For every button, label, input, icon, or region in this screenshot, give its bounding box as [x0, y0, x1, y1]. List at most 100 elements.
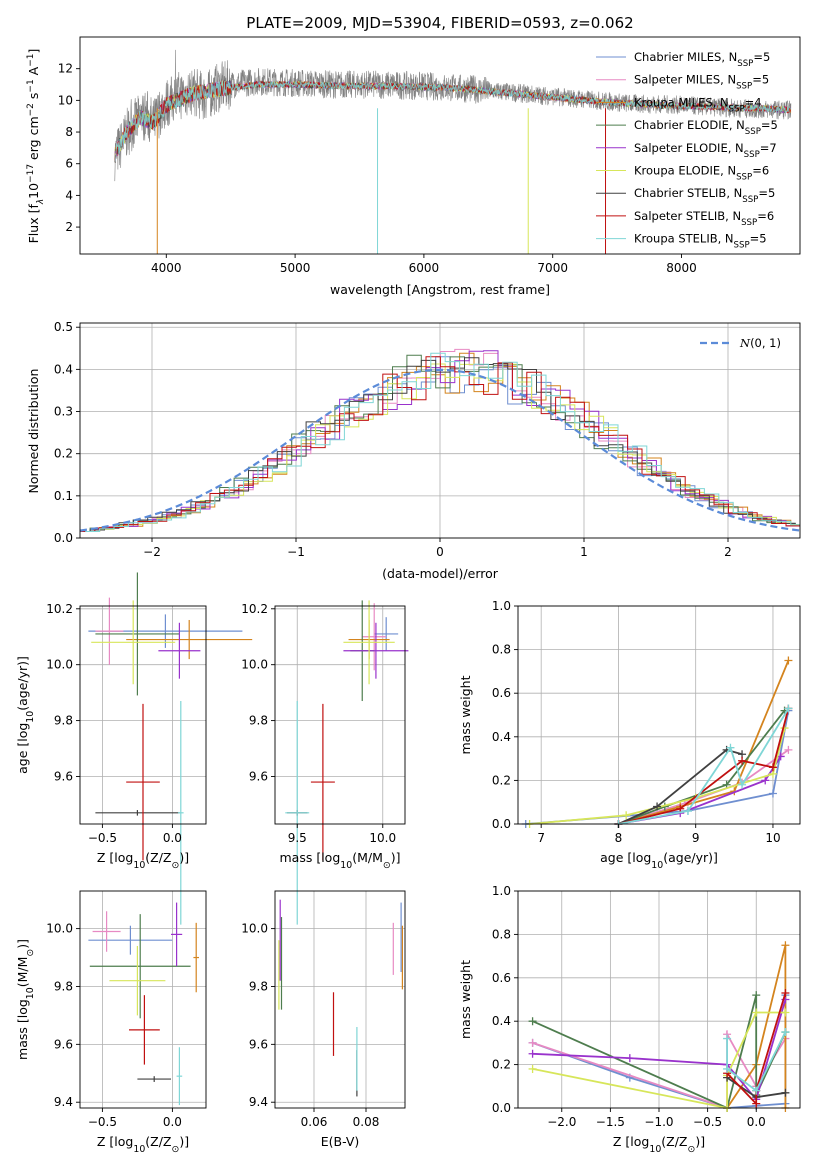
age-weight-marker — [784, 745, 793, 754]
legend-entry: Kroupa MILES, NSSP=4 — [634, 95, 762, 114]
z-weight-line — [726, 992, 787, 1106]
z-mass-xtick-label: −0.5 — [88, 1115, 117, 1129]
age-weight-line — [618, 708, 790, 825]
age-weight-marker — [768, 763, 777, 772]
mass-age-xlabel: mass [log10(M/M⊙)] — [280, 850, 401, 871]
spectrum-ytick-label: 6 — [65, 157, 73, 171]
mass-age-ytick-label: 10.0 — [241, 658, 268, 672]
residual-ytick-label: 0.5 — [54, 320, 73, 334]
z-age-xtick-label: −0.5 — [88, 831, 117, 845]
legend-entry: Kroupa ELODIE, NSSP=6 — [634, 164, 769, 183]
legend-entry: Salpeter MILES, NSSP=5 — [634, 73, 769, 92]
normal-curve — [79, 368, 801, 532]
z-weight-xtick-label: −0.5 — [693, 1115, 722, 1129]
spectrum-xtick-label: 6000 — [409, 261, 440, 275]
spectrum-xtick-label: 7000 — [537, 261, 568, 275]
z-weight-marker — [781, 988, 790, 997]
age-weight-marker — [676, 804, 685, 813]
age-weight-marker — [738, 756, 747, 765]
z-mass-ytick-label: 10.0 — [46, 922, 73, 936]
age-weight-xtick-label: 8 — [615, 831, 623, 845]
z-weight-marker — [528, 1017, 537, 1026]
z-age-xlabel: Z [log10(Z/Z⊙)] — [97, 850, 189, 871]
residual-xlabel: (data-model)/error — [382, 566, 499, 581]
legend-entry: Chabrier ELODIE, NSSP=5 — [634, 118, 778, 137]
ebv-mass-ytick-label: 10.0 — [241, 922, 268, 936]
mass-age-ytick-label: 10.2 — [241, 602, 268, 616]
ebv-mass-xtick-label: 0.08 — [353, 1115, 380, 1129]
age-weight-line — [618, 748, 743, 825]
axes-frame — [79, 36, 801, 255]
age-weight-ytick-label: 0.2 — [492, 773, 511, 787]
axes-frame — [79, 605, 207, 825]
z-weight-marker — [752, 991, 761, 1000]
z-weight-marker — [723, 1034, 732, 1043]
spectrum-xlabel: wavelength [Angstrom, rest frame] — [330, 282, 550, 297]
z-mass-ytick-label: 9.4 — [54, 1095, 73, 1109]
spectrum-xtick-label: 5000 — [280, 261, 311, 275]
age-weight-ytick-label: 0.0 — [492, 817, 511, 831]
z-weight-line — [726, 945, 787, 1109]
z-mass-ytick-label: 9.8 — [54, 979, 73, 993]
legend-entry: Kroupa STELIB, NSSP=5 — [634, 232, 767, 251]
z-weight-marker — [752, 1086, 761, 1095]
z-weight-marker — [752, 1099, 761, 1108]
age-weight-ytick-label: 0.8 — [492, 643, 511, 657]
legend-entry: Salpeter ELODIE, NSSP=7 — [634, 141, 777, 160]
z-weight-marker — [781, 1028, 790, 1037]
z-weight-ytick-label: 1.0 — [492, 884, 511, 898]
z-weight-ytick-label: 0.2 — [492, 1058, 511, 1072]
z-weight-line — [726, 1031, 787, 1092]
age-weight-marker — [784, 656, 793, 665]
z-mass-xtick-label: 0.0 — [163, 1115, 182, 1129]
z-weight-ytick-label: 0.4 — [492, 1014, 511, 1028]
z-age-ytick-label: 9.8 — [54, 714, 73, 728]
z-weight-xtick-label: −1.0 — [644, 1115, 673, 1129]
z-weight-xlabel: Z [log10(Z/Z⊙)] — [613, 1134, 705, 1155]
axes-frame — [274, 605, 406, 825]
residual-histogram — [80, 354, 796, 532]
mass-age-xtick-label: 9.5 — [288, 831, 307, 845]
z-mass-xlabel: Z [log10(Z/Z⊙)] — [97, 1134, 189, 1155]
spectrum-ytick-label: 4 — [65, 188, 73, 202]
age-weight-marker — [784, 704, 793, 713]
residual-histogram — [80, 357, 796, 532]
z-weight-ytick-label: 0.0 — [492, 1101, 511, 1115]
spectrum-ytick-label: 10 — [58, 93, 73, 107]
z-mass-ylabel: mass [log10(M/M⊙)] — [15, 939, 36, 1060]
mass-age-xtick-label: 10.0 — [369, 831, 396, 845]
age-weight-line — [618, 708, 790, 825]
age-weight-xtick-label: 9 — [692, 831, 700, 845]
residual-histogram — [85, 363, 800, 532]
age-weight-marker — [683, 806, 692, 815]
residual-legend-label: N(0, 1) — [739, 336, 781, 350]
spectrum-ytick-label: 2 — [65, 220, 73, 234]
figure-title: PLATE=2009, MJD=53904, FIBERID=0593, z=0… — [246, 14, 633, 32]
residual-ytick-label: 0.3 — [54, 405, 73, 419]
z-age-xtick-label: 0.0 — [163, 831, 182, 845]
age-weight-ytick-label: 0.6 — [492, 686, 511, 700]
legend-entry: Chabrier MILES, NSSP=5 — [634, 50, 770, 69]
residual-histogram — [80, 356, 796, 532]
residual-xtick-label: 2 — [724, 545, 732, 559]
residual-ytick-label: 0.4 — [54, 362, 73, 376]
axes-frame — [274, 890, 406, 1109]
z-weight-marker — [723, 1064, 732, 1073]
age-weight-marker — [726, 743, 735, 752]
legend-entry: Chabrier STELIB, NSSP=5 — [634, 186, 775, 205]
residual-histogram — [80, 356, 800, 532]
age-weight-marker — [761, 776, 770, 785]
z-weight-ytick-label: 0.8 — [492, 927, 511, 941]
residual-xtick-label: −1 — [287, 545, 305, 559]
age-weight-marker — [768, 789, 777, 798]
age-weight-line — [618, 710, 786, 825]
z-weight-ylabel: mass weight — [458, 960, 473, 1039]
age-weight-marker — [622, 811, 631, 820]
residual-ytick-label: 0.0 — [54, 531, 73, 545]
legend-entry: Salpeter STELIB, NSSP=6 — [634, 209, 774, 228]
age-weight-marker — [738, 780, 747, 789]
age-weight-ylabel: mass weight — [458, 675, 473, 754]
spectrum-ytick-label: 8 — [65, 125, 73, 139]
z-age-ytick-label: 9.6 — [54, 769, 73, 783]
axes-frame — [517, 605, 801, 825]
